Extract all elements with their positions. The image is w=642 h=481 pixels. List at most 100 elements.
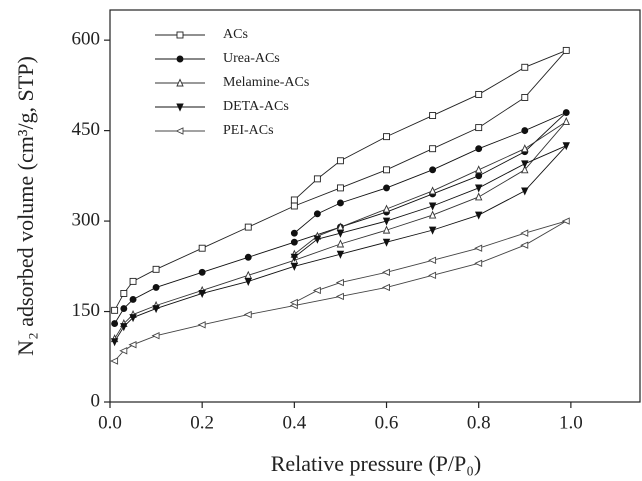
marker [244, 253, 252, 261]
y-tick-label: 150 [72, 300, 101, 321]
marker [312, 286, 321, 295]
legend-label: Melamine-ACs [223, 75, 309, 90]
marker [336, 199, 344, 207]
y-axis-label: N₂ adsorbed volume (cm³/g, STP) [13, 56, 38, 356]
marker [428, 202, 437, 211]
marker [521, 63, 529, 71]
marker [474, 192, 483, 201]
marker [120, 289, 128, 297]
marker [151, 331, 160, 340]
marker [129, 314, 137, 323]
marker [110, 338, 119, 347]
marker [198, 244, 206, 252]
marker [474, 244, 483, 252]
marker [383, 184, 390, 192]
marker [562, 109, 570, 116]
marker [290, 253, 299, 262]
legend-marker [175, 127, 184, 135]
marker [152, 305, 160, 314]
x-tick-label: 1.0 [559, 412, 583, 433]
y-tick-label: 450 [72, 119, 101, 140]
series-line [114, 121, 567, 339]
marker [336, 239, 345, 248]
marker [474, 259, 483, 267]
marker [474, 165, 483, 174]
marker [198, 268, 206, 276]
marker [120, 323, 128, 332]
marker [120, 305, 128, 312]
legend-label: ACs [223, 27, 248, 42]
marker [428, 186, 437, 195]
marker [289, 298, 298, 307]
marker [429, 145, 437, 153]
marker [428, 210, 437, 219]
marker [475, 90, 483, 98]
y-tick-label: 300 [72, 209, 101, 230]
marker [475, 124, 483, 132]
marker [474, 211, 483, 220]
x-tick-label: 0.6 [375, 412, 399, 433]
marker [521, 93, 529, 101]
marker [521, 160, 529, 169]
marker [129, 277, 137, 285]
marker [129, 296, 137, 303]
legend-marker [176, 55, 184, 63]
marker [382, 204, 391, 213]
marker [521, 144, 529, 153]
marker [313, 175, 321, 183]
marker [336, 157, 344, 165]
marker [562, 116, 570, 126]
marker [243, 310, 252, 319]
marker [383, 166, 390, 174]
series-line [114, 220, 567, 362]
marker [290, 202, 298, 210]
x-tick-label: 0.2 [190, 412, 214, 433]
x-tick-label: 0.8 [467, 412, 491, 433]
marker [520, 241, 529, 249]
marker [111, 320, 119, 328]
series-line [114, 112, 567, 324]
marker [429, 112, 437, 119]
marker [428, 256, 437, 264]
marker [521, 187, 529, 196]
x-tick-label: 0.4 [282, 412, 306, 433]
marker [244, 223, 252, 231]
marker [128, 341, 137, 349]
marker [336, 229, 345, 238]
legend-marker [176, 78, 184, 87]
legend-label: DETA-ACs [223, 99, 289, 114]
marker [521, 165, 529, 174]
marker [381, 283, 390, 292]
marker [111, 306, 119, 314]
x-tick-label: 0.0 [98, 412, 122, 433]
y-tick-label: 600 [72, 29, 101, 50]
marker [381, 268, 390, 277]
marker [290, 229, 298, 237]
marker [290, 196, 298, 204]
marker [152, 283, 160, 291]
marker [562, 46, 570, 54]
marker [244, 277, 252, 286]
marker [429, 166, 437, 174]
marker [290, 238, 298, 246]
marker [561, 217, 570, 225]
plot-frame [109, 9, 641, 403]
marker [197, 321, 206, 329]
marker [335, 278, 344, 287]
marker [313, 235, 322, 244]
y-tick-label: 0 [91, 390, 101, 411]
marker [336, 250, 345, 259]
x-axis-label: Relative pressure (P/P₀) [271, 451, 482, 476]
marker [521, 127, 529, 135]
marker [152, 265, 160, 273]
marker [428, 271, 437, 280]
series-line [114, 49, 567, 311]
marker [198, 289, 206, 299]
marker [382, 217, 391, 226]
marker [382, 238, 391, 247]
legend-label: PEI-ACs [223, 123, 274, 138]
marker [336, 184, 344, 192]
marker [110, 357, 119, 365]
series-line [114, 145, 567, 342]
